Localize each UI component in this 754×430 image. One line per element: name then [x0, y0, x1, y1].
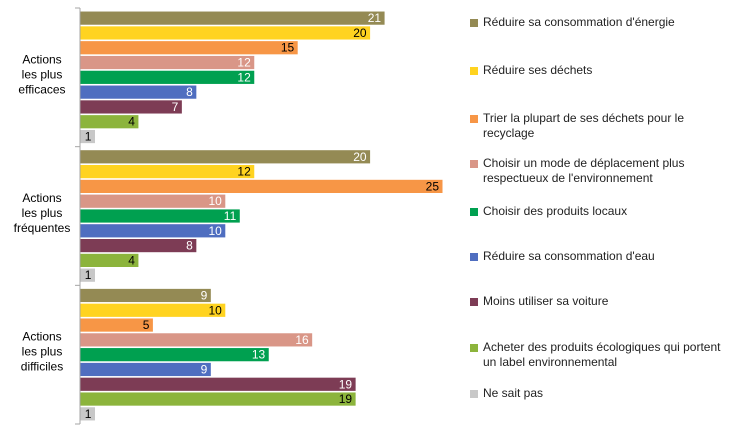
bar-value-label: 19	[339, 392, 353, 406]
bar-value-label: 9	[201, 362, 208, 376]
bar-value-label: 12	[237, 165, 251, 179]
bar-value-label: 11	[224, 209, 237, 223]
bar-value-label: 12	[237, 70, 251, 84]
bar-value-label: 1	[85, 268, 92, 282]
legend-swatch	[470, 253, 478, 261]
legend-label: Choisir des produits locaux	[483, 204, 628, 218]
bar	[80, 194, 226, 208]
legend-item: Ne sait pas	[470, 386, 733, 401]
bar-value-label: 13	[252, 348, 266, 362]
bar	[80, 303, 226, 317]
bar-value-label: 8	[186, 239, 193, 253]
bar	[80, 179, 443, 193]
bar-value-label: 4	[128, 115, 135, 129]
bar-value-label: 5	[143, 318, 150, 332]
bar	[80, 85, 197, 99]
bar	[80, 165, 255, 179]
bar	[80, 70, 255, 84]
legend-label: Choisir un mode de déplacement plus resp…	[483, 156, 685, 185]
bar	[80, 26, 371, 40]
bar	[80, 129, 95, 144]
bar-value-label: 12	[237, 56, 251, 70]
category-label: Actions les plus efficaces	[18, 52, 65, 96]
bar-value-label: 1	[85, 407, 92, 421]
bar	[80, 348, 269, 362]
bar-value-label: 1	[85, 130, 92, 144]
bar-value-label: 15	[281, 41, 295, 55]
bar-value-label: 10	[208, 194, 222, 208]
bar-value-label: 10	[208, 224, 222, 238]
legend-label: Réduire ses déchets	[483, 63, 593, 77]
bar-value-label: 8	[186, 85, 193, 99]
legend-label: Moins utiliser sa voiture	[483, 294, 609, 308]
legend-item: Réduire ses déchets	[470, 63, 733, 78]
bar-value-label: 9	[201, 288, 208, 302]
legend-label: Réduire sa consommation d'énergie	[483, 15, 675, 29]
legend-item: Moins utiliser sa voiture	[470, 294, 733, 309]
legend-swatch	[470, 115, 478, 123]
bar	[80, 333, 313, 347]
bar	[80, 100, 182, 114]
category-label-line: les plus	[22, 345, 63, 359]
bar-value-label: 4	[128, 253, 135, 267]
legend-item: Choisir des produits locaux	[470, 204, 733, 219]
legend-item: Réduire sa consommation d'eau	[470, 249, 733, 264]
legend-label: Acheter des produits écologiques qui por…	[483, 340, 721, 369]
category-label: Actions les plus difficiles	[21, 330, 63, 374]
category-label-line: efficaces	[18, 82, 65, 96]
legend-label: Trier la plupart de ses déchets pour le …	[483, 111, 684, 140]
category-label: Actions les plus fréquentes	[14, 191, 71, 235]
bar	[80, 41, 298, 55]
category-label-line: Actions	[22, 52, 61, 66]
bar	[80, 115, 139, 129]
bar-value-label: 10	[208, 303, 222, 317]
bar	[80, 377, 356, 391]
legend-swatch	[470, 344, 478, 352]
bar	[80, 224, 226, 238]
category-label-line: difficiles	[21, 360, 63, 374]
bar	[80, 209, 240, 223]
bar-value-label: 16	[295, 333, 309, 347]
legend-swatch	[470, 390, 478, 398]
bar-chart: Actions les plus efficaces21201512128741Ac…	[14, 7, 443, 425]
bar	[80, 253, 139, 267]
category-label-line: Actions	[22, 330, 61, 344]
bar	[80, 239, 197, 253]
bar-value-label: 20	[353, 150, 367, 164]
legend-swatch	[470, 208, 478, 216]
bar-value-label: 20	[353, 26, 367, 40]
category-label-line: fréquentes	[14, 221, 71, 235]
legend-item: Choisir un mode de déplacement plus resp…	[470, 156, 733, 186]
bar	[80, 150, 371, 164]
bar-value-label: 25	[426, 179, 440, 193]
bar	[80, 268, 95, 282]
bar	[80, 362, 211, 377]
legend-item: Acheter des produits écologiques qui por…	[470, 340, 733, 370]
legend-swatch	[470, 67, 478, 75]
legend-label: Ne sait pas	[483, 386, 544, 400]
bar	[80, 288, 211, 303]
legend-label: Réduire sa consommation d'eau	[483, 249, 655, 263]
bar-value-label: 19	[339, 377, 353, 391]
legend-item: Trier la plupart de ses déchets pour le …	[470, 111, 733, 141]
category-label-line: les plus	[22, 67, 63, 81]
bar	[80, 318, 153, 332]
legend-swatch	[470, 298, 478, 306]
category-label-line: les plus	[22, 206, 63, 220]
bar	[80, 11, 385, 25]
chart-legend: Réduire sa consommation d'énergie Réduire…	[470, 0, 754, 430]
legend-swatch	[470, 160, 478, 168]
category-label-line: Actions	[22, 191, 61, 205]
bar	[80, 407, 95, 421]
bar	[80, 392, 356, 406]
bar-value-label: 7	[172, 100, 179, 114]
bar	[80, 55, 255, 70]
legend-swatch	[470, 19, 478, 27]
bar-value-label: 21	[368, 11, 382, 25]
legend-item: Réduire sa consommation d'énergie	[470, 15, 733, 30]
